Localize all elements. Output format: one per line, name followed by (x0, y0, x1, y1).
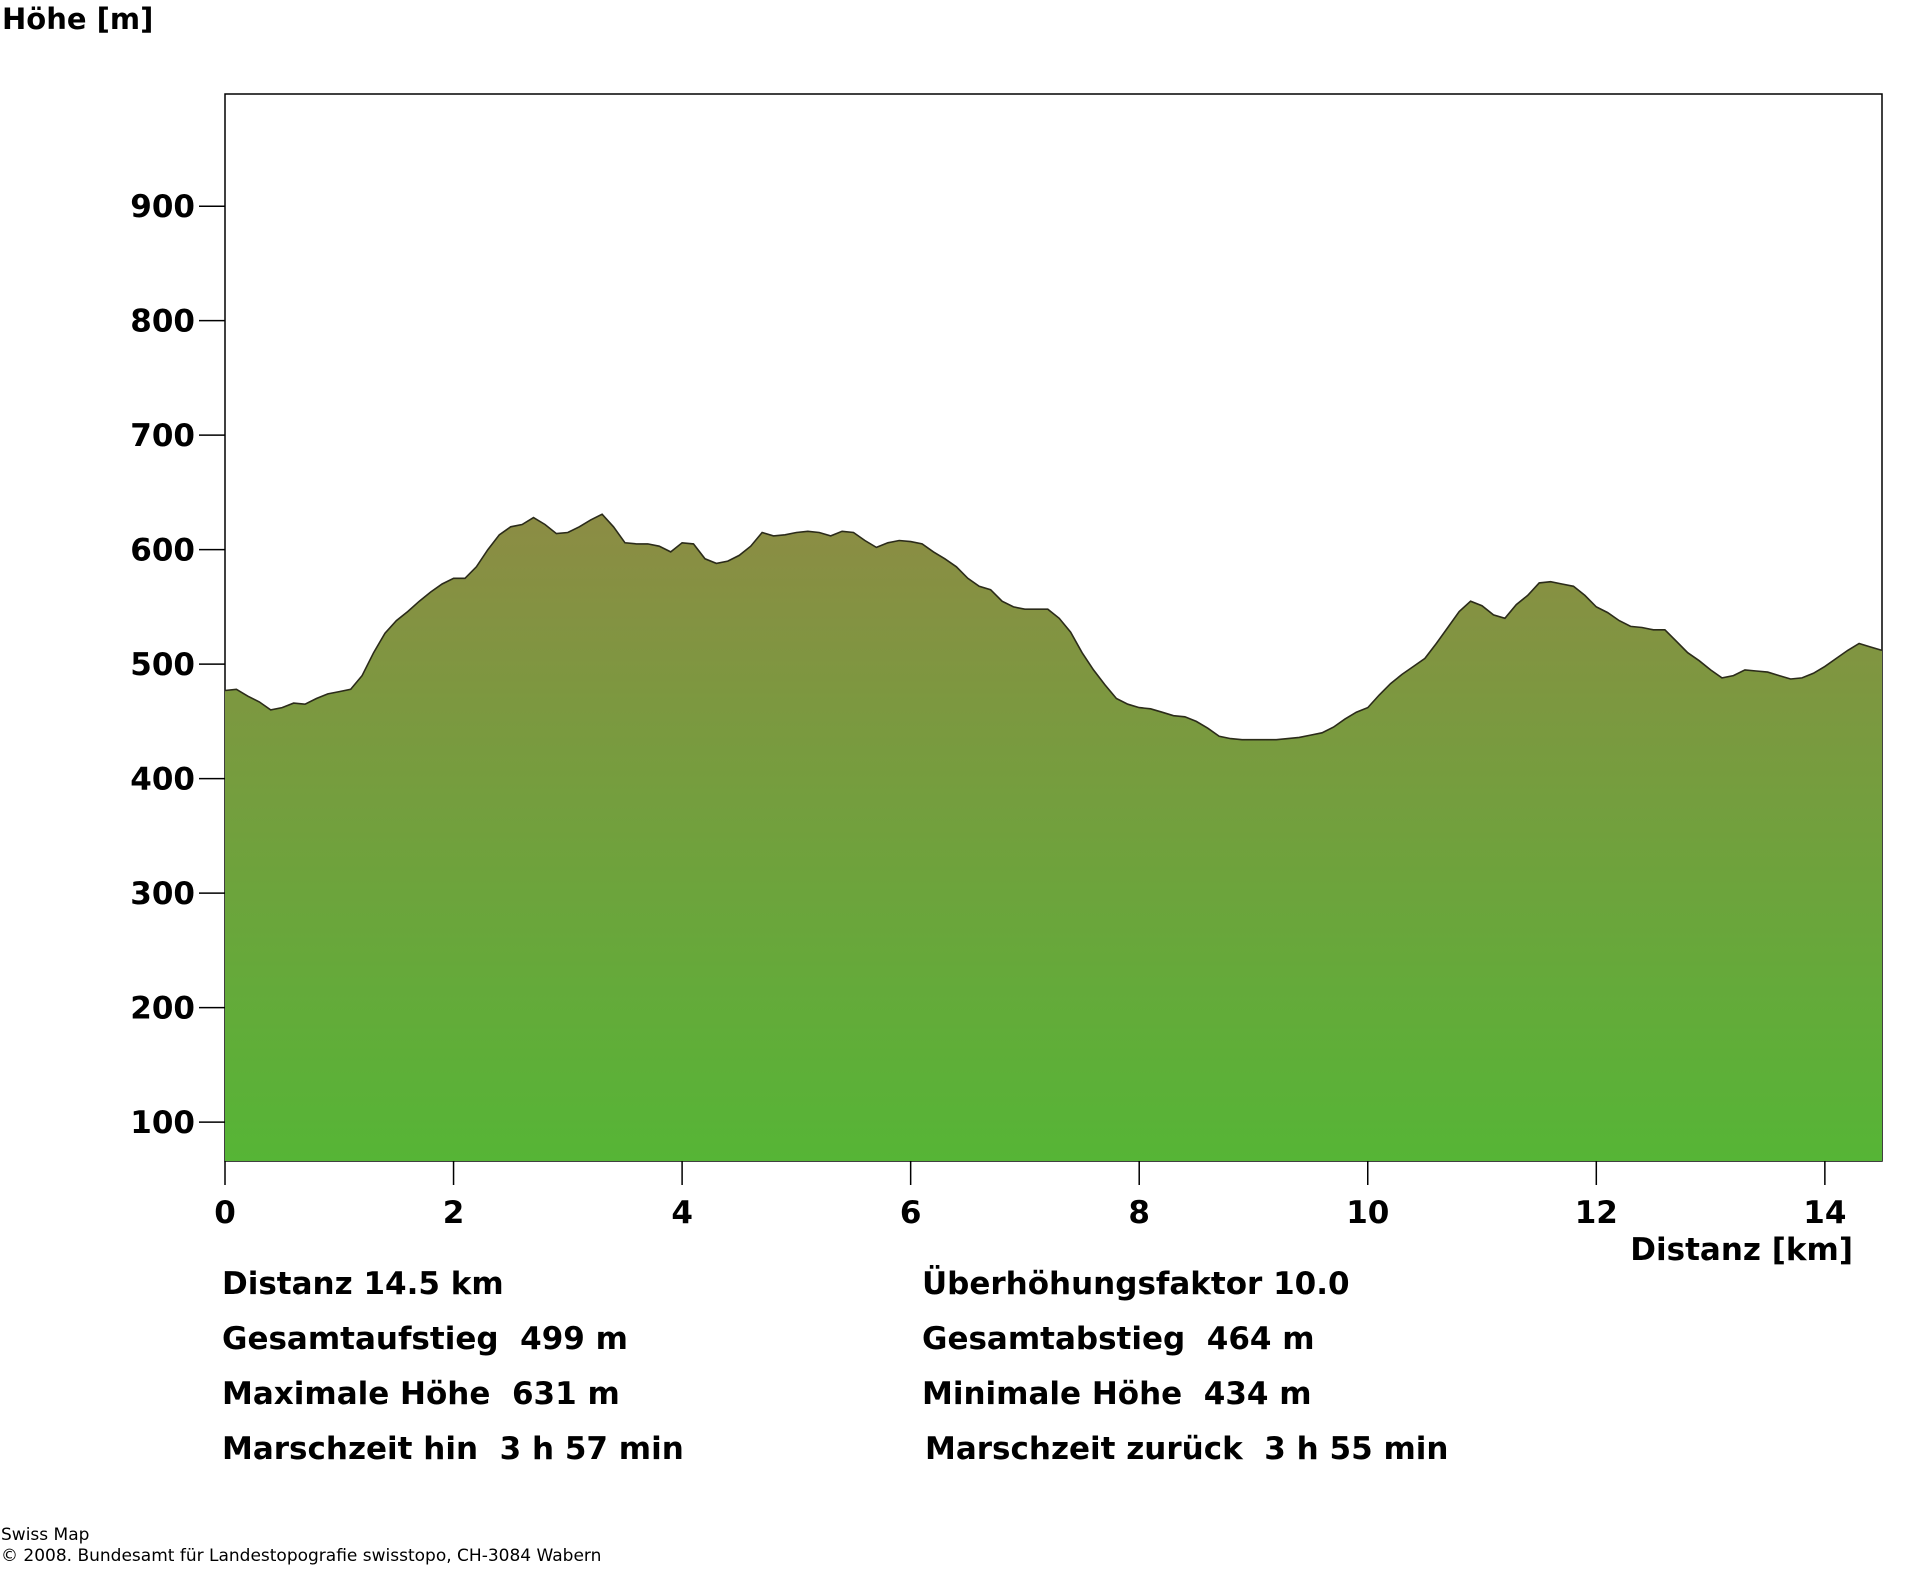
y-tick-label: 500 (130, 647, 195, 683)
y-tick-label: 700 (130, 418, 195, 454)
elevation-line (224, 513, 1883, 741)
y-tick-label: 600 (130, 533, 195, 569)
credit-source: Swiss Map (1, 1525, 90, 1545)
stat-max-hoehe: Maximale Höhe 631 m (222, 1376, 620, 1412)
y-axis-title: Höhe [m] (2, 2, 154, 36)
x-tick-label: 8 (1128, 1195, 1150, 1231)
x-tick-label: 2 (443, 1195, 465, 1231)
y-tick-label: 400 (130, 762, 195, 798)
x-tick-label: 14 (1803, 1195, 1846, 1231)
elevation-area (225, 514, 1882, 1161)
stat-ueberhoehung: Überhöhungsfaktor 10.0 (922, 1266, 1350, 1302)
x-tick-label: 10 (1346, 1195, 1389, 1231)
y-tick-label: 200 (130, 991, 195, 1027)
stat-marschzeit-hin: Marschzeit hin 3 h 57 min (222, 1431, 684, 1467)
x-tick-label: 12 (1575, 1195, 1618, 1231)
stat-distanz: Distanz 14.5 km (222, 1266, 504, 1302)
x-tick-label: 0 (214, 1195, 236, 1231)
y-axis-ticks: 100 200 300 400 500 600 700 800 900 (130, 189, 225, 1141)
x-tick-label: 4 (671, 1195, 693, 1231)
stat-marschzeit-zurueck: Marschzeit zurück 3 h 55 min (925, 1431, 1449, 1467)
x-axis-ticks: 0 2 4 6 8 10 12 14 (214, 1161, 1846, 1231)
x-axis-title: Distanz [km] (1630, 1232, 1853, 1268)
y-tick-label: 300 (130, 876, 195, 912)
stat-aufstieg: Gesamtaufstieg 499 m (222, 1321, 628, 1357)
x-tick-label: 6 (900, 1195, 922, 1231)
credit-copyright: © 2008. Bundesamt für Landestopografie s… (1, 1546, 602, 1566)
y-tick-label: 100 (130, 1105, 195, 1141)
stat-abstieg: Gesamtabstieg 464 m (922, 1321, 1315, 1357)
y-tick-label: 800 (130, 304, 195, 340)
y-tick-label: 900 (130, 189, 195, 225)
stat-min-hoehe: Minimale Höhe 434 m (922, 1376, 1312, 1412)
